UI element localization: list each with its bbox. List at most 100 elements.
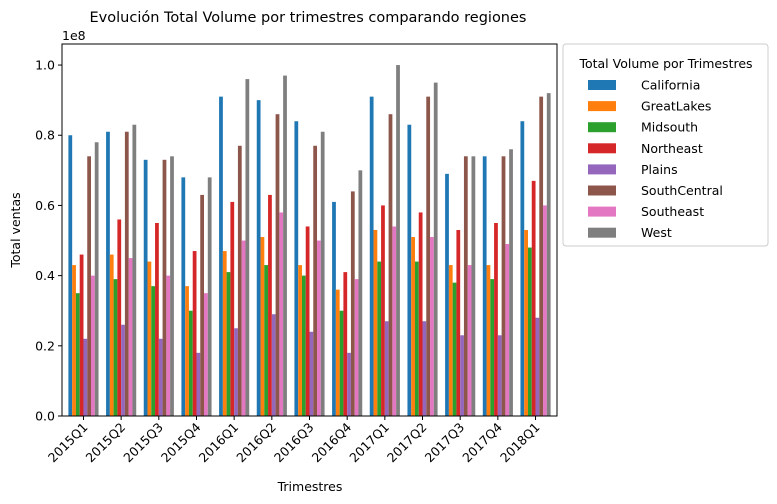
bar-Southeast-2017Q3: [467, 265, 472, 416]
bar-West-2017Q2: [433, 82, 438, 416]
legend-label: SouthCentral: [641, 183, 723, 198]
bar-Midsouth-2016Q2: [264, 265, 269, 416]
legend-label: West: [641, 225, 672, 240]
legend-swatch: [588, 101, 616, 112]
bar-California-2018Q1: [520, 121, 525, 417]
bar-Northeast-2016Q3: [305, 226, 310, 416]
legend-label: Plains: [641, 162, 678, 177]
legend-items: California GreatLakes Midsouth Northeast Pla…: [588, 78, 723, 240]
bar-Plains-2017Q4: [497, 335, 502, 416]
bar-Midsouth-2016Q4: [339, 310, 344, 416]
bar-SouthCentral-2015Q2: [124, 131, 129, 417]
x-axis: 2015Q12015Q22015Q32015Q42016Q12016Q22016…: [45, 416, 543, 465]
bar-West-2016Q4: [358, 170, 363, 416]
bar-Midsouth-2018Q1: [527, 247, 532, 416]
bar-California-2016Q3: [294, 121, 299, 417]
bar-SouthCentral-2017Q1: [388, 114, 393, 416]
legend-swatch: [588, 80, 616, 90]
x-tick-label: 2016Q3: [271, 420, 317, 466]
bar-Northeast-2015Q3: [155, 222, 159, 416]
bar-California-2017Q1: [369, 96, 374, 416]
bar-Northeast-2016Q4: [343, 272, 348, 416]
bar-Southeast-2015Q2: [128, 258, 133, 416]
bar-SouthCentral-2017Q4: [501, 156, 506, 417]
bar-Plains-2016Q4: [347, 352, 351, 416]
bar-Northeast-2016Q2: [268, 194, 272, 416]
bar-Midsouth-2017Q2: [414, 261, 419, 416]
bar-Plains-2015Q2: [121, 324, 125, 416]
y-axis-label: Total ventas: [8, 192, 23, 268]
bar-Southeast-2017Q4: [505, 244, 510, 416]
bar-California-2015Q2: [106, 131, 110, 417]
x-tick-label: 2017Q1: [346, 420, 392, 466]
bar-Southeast-2017Q1: [392, 226, 397, 416]
bar-Midsouth-2017Q1: [377, 261, 382, 416]
bar-GreatLakes-2016Q4: [335, 289, 340, 416]
legend-label: GreatLakes: [641, 99, 711, 114]
bar-West-2015Q4: [207, 177, 212, 416]
bar-GreatLakes-2017Q1: [373, 230, 378, 416]
bar-West-2015Q2: [132, 124, 137, 416]
bar-California-2017Q4: [482, 156, 487, 417]
bar-SouthCentral-2015Q3: [162, 159, 167, 416]
bar-SouthCentral-2016Q1: [237, 145, 242, 416]
bar-California-2016Q1: [219, 96, 223, 416]
x-tick-label: 2018Q1: [497, 420, 543, 466]
bar-Northeast-2017Q4: [494, 222, 498, 416]
legend-title: Total Volume por Trimestres: [578, 56, 752, 71]
bar-SouthCentral-2016Q4: [350, 191, 355, 416]
bar-West-2017Q1: [396, 65, 400, 416]
bars-group: [68, 65, 551, 417]
y-tick-label: 1.0: [35, 58, 55, 73]
bar-West-2017Q3: [471, 156, 476, 417]
y-offset-label: 1e8: [62, 28, 86, 43]
bar-Plains-2015Q4: [196, 352, 201, 416]
x-axis-label: Trimestres: [277, 479, 343, 494]
bar-West-2016Q3: [320, 131, 325, 417]
bar-Northeast-2016Q1: [230, 201, 235, 416]
bar-Northeast-2017Q2: [418, 212, 423, 416]
legend-swatch: [588, 206, 616, 217]
x-tick-label: 2017Q3: [422, 420, 468, 466]
legend: Total Volume por Trimestres California Gr…: [562, 43, 769, 247]
bar-Plains-2016Q2: [271, 314, 276, 416]
bar-GreatLakes-2015Q4: [185, 286, 189, 416]
y-tick-label: 0.8: [35, 128, 55, 143]
bar-GreatLakes-2015Q2: [109, 254, 114, 416]
bar-California-2015Q4: [181, 177, 186, 416]
x-tick-label: 2016Q2: [233, 420, 279, 466]
bar-GreatLakes-2017Q2: [411, 237, 415, 416]
bar-Northeast-2018Q1: [531, 180, 536, 416]
bar-GreatLakes-2015Q3: [147, 261, 152, 416]
bar-Plains-2017Q1: [384, 321, 389, 416]
y-tick-label: 0.0: [35, 409, 55, 424]
x-tick-label: 2015Q2: [83, 420, 129, 466]
bar-Midsouth-2016Q1: [226, 272, 231, 416]
bar-West-2017Q4: [509, 149, 513, 416]
bar-Midsouth-2017Q4: [490, 279, 495, 416]
bar-Plains-2017Q2: [422, 321, 427, 416]
bar-Plains-2015Q1: [83, 338, 88, 416]
y-axis: 0.0 0.2 0.4 0.6 0.8 1.0: [35, 58, 62, 424]
bar-SouthCentral-2015Q4: [200, 194, 205, 416]
bar-Southeast-2018Q1: [543, 205, 547, 416]
legend-label: Northeast: [641, 141, 703, 156]
x-tick-label: 2017Q4: [459, 419, 505, 465]
bar-GreatLakes-2015Q1: [72, 265, 76, 416]
bar-California-2017Q3: [445, 173, 449, 416]
legend-label: Midsouth: [641, 120, 698, 135]
y-tick-label: 0.6: [35, 198, 55, 213]
bar-West-2015Q3: [170, 156, 174, 417]
legend-swatch: [588, 143, 616, 154]
bar-Midsouth-2016Q3: [301, 275, 306, 416]
bar-Plains-2016Q1: [234, 328, 238, 416]
bar-Northeast-2017Q3: [456, 230, 461, 416]
bar-Northeast-2015Q1: [79, 254, 84, 416]
bar-Midsouth-2015Q2: [113, 279, 118, 416]
x-tick-label: 2016Q4: [309, 419, 355, 465]
x-tick-label: 2016Q1: [196, 420, 242, 466]
bar-Plains-2016Q3: [309, 331, 314, 416]
bar-West-2016Q2: [283, 75, 287, 416]
x-tick-label: 2015Q3: [120, 420, 166, 466]
